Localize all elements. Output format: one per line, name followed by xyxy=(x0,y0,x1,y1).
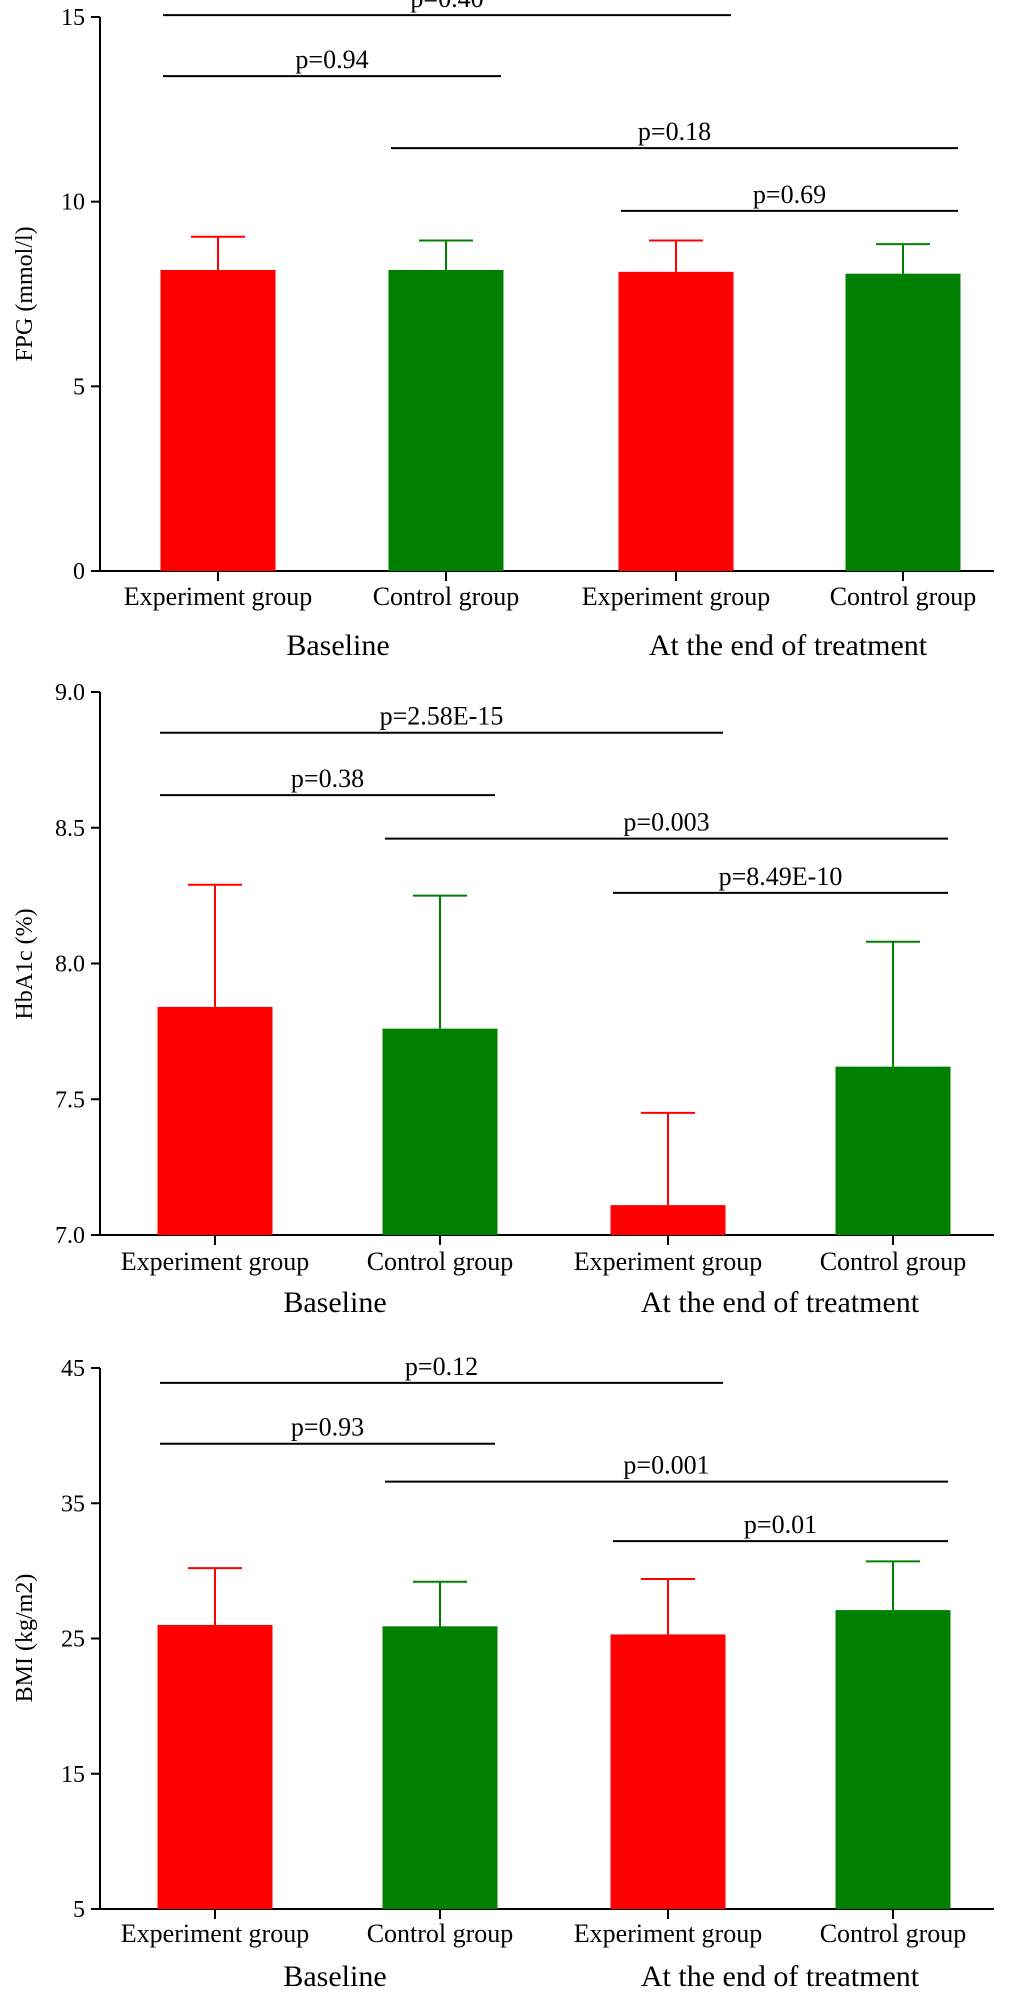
bar-control-2 xyxy=(382,1028,498,1235)
y-tick-label: 7.0 xyxy=(55,1223,85,1249)
y-tick-label: 0 xyxy=(73,559,85,585)
x-category-label: Control group xyxy=(367,1919,514,1948)
bar-experiment-1 xyxy=(160,269,276,571)
x-category-label: Control group xyxy=(830,582,977,611)
x-category-label: Control group xyxy=(820,1247,967,1276)
bar-experiment-1 xyxy=(157,1624,273,1909)
x-category-label: Experiment group xyxy=(121,1919,309,1948)
x-category-label: Control group xyxy=(820,1919,967,1948)
x-category-label: Experiment group xyxy=(121,1247,309,1276)
group-label: Baseline xyxy=(283,1286,386,1319)
y-axis-title: HbA1c (%) xyxy=(12,908,38,1019)
bar-experiment-3 xyxy=(618,271,734,571)
p-value-label: p=0.12 xyxy=(405,1352,478,1381)
chart-panel-2: 7.0 7.5 8.0 8.5 9.0 HbA1c (%) Experiment group… xyxy=(12,680,994,1319)
bar-control-2 xyxy=(388,269,504,571)
y-tick-label: 25 xyxy=(61,1627,85,1653)
group-label: At the end of treatment xyxy=(649,629,928,662)
y-tick-label: 35 xyxy=(61,1491,85,1517)
group-label: Baseline xyxy=(286,629,389,662)
x-category-label: Control group xyxy=(367,1247,514,1276)
p-value-label: p=0.69 xyxy=(753,180,826,209)
bar-experiment-3 xyxy=(610,1634,726,1909)
p-value-label: p=8.49E-10 xyxy=(719,862,843,891)
p-value-label: p=0.01 xyxy=(744,1510,817,1539)
bar-control-2 xyxy=(382,1626,498,1909)
x-category-label: Control group xyxy=(373,582,520,611)
group-label: Baseline xyxy=(283,1960,386,1993)
bar-control-4 xyxy=(835,1610,951,1909)
y-tick-label: 45 xyxy=(61,1356,85,1382)
y-tick-label: 7.5 xyxy=(55,1087,85,1113)
y-tick-label: 9.0 xyxy=(55,680,85,706)
y-tick-label: 5 xyxy=(73,1897,85,1923)
bar-control-4 xyxy=(835,1066,951,1235)
x-category-label: Experiment group xyxy=(574,1247,762,1276)
y-tick-label: 10 xyxy=(61,190,85,216)
x-category-label: Experiment group xyxy=(124,582,312,611)
p-value-label: p=2.58E-15 xyxy=(380,702,504,731)
chart-panel-3: 5 15 25 35 45 BMI (kg/m2) Experiment group Cont… xyxy=(12,1352,994,1993)
p-value-label: p=0.18 xyxy=(638,117,711,146)
bar-experiment-1 xyxy=(157,1006,273,1235)
p-value-label: p=0.94 xyxy=(295,45,368,74)
p-value-label: p=0.38 xyxy=(291,764,364,793)
bar-experiment-3 xyxy=(610,1205,726,1235)
y-tick-label: 8.0 xyxy=(55,952,85,978)
y-tick-label: 8.5 xyxy=(55,816,85,842)
y-axis-title: BMI (kg/m2) xyxy=(12,1574,38,1703)
x-category-label: Experiment group xyxy=(574,1919,762,1948)
bar-control-4 xyxy=(845,273,961,571)
p-value-label: p=0.003 xyxy=(623,808,709,837)
group-label: At the end of treatment xyxy=(641,1960,920,1993)
p-value-label: p=0.001 xyxy=(623,1451,709,1480)
y-tick-label: 5 xyxy=(73,374,85,400)
chart-panel-1: 0 5 10 15 FPG (mmol/l) Experiment group Contro… xyxy=(12,0,994,662)
y-tick-label: 15 xyxy=(61,5,85,31)
x-category-label: Experiment group xyxy=(582,582,770,611)
group-label: At the end of treatment xyxy=(641,1286,920,1319)
y-axis-title: FPG (mmol/l) xyxy=(12,226,38,361)
p-value-label: p=0.40 xyxy=(410,0,483,13)
y-tick-label: 15 xyxy=(61,1762,85,1788)
p-value-label: p=0.93 xyxy=(291,1413,364,1442)
